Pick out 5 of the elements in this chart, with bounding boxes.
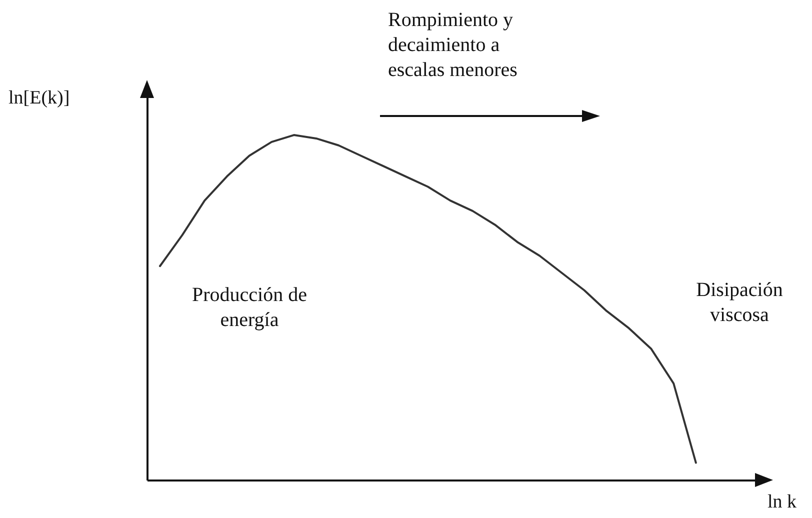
- y-axis-title: ln[E(k)]: [8, 88, 70, 108]
- annotation: Producción de energía: [191, 283, 308, 333]
- text: Rompimiento y decaimiento a escalas menores: [388, 8, 518, 83]
- x-axis-title: ln k: [768, 492, 798, 512]
- annotation: Disipación viscosa: [695, 278, 784, 328]
